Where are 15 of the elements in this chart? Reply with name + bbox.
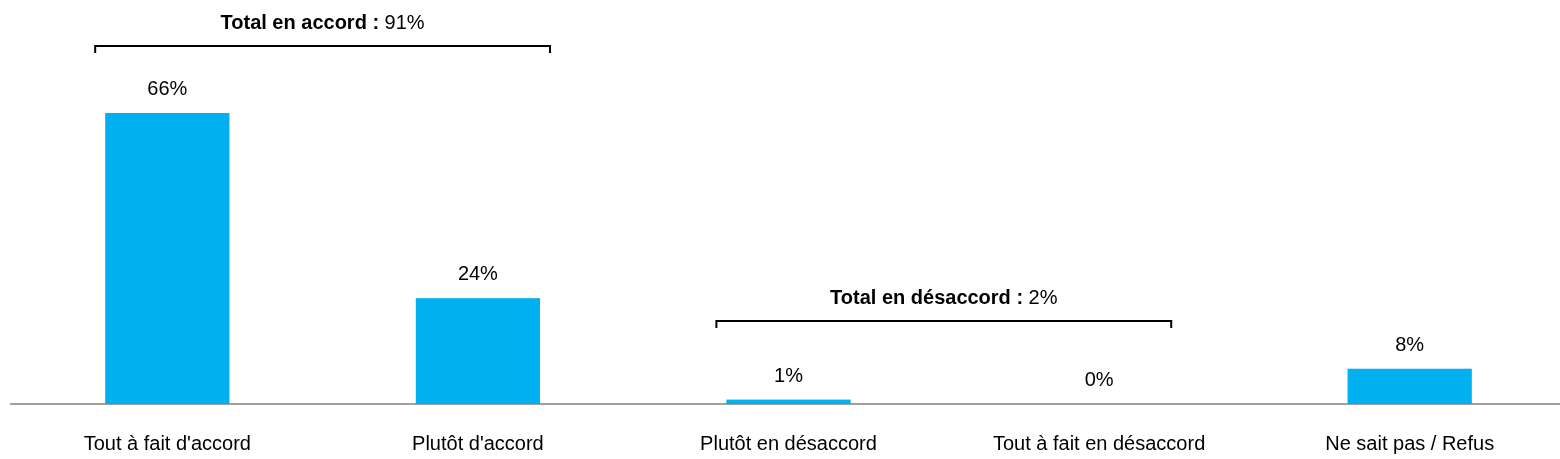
text: Total en accord : 91% xyxy=(220,11,425,33)
x-tick-label: Ne sait pas / Refus xyxy=(1325,432,1495,454)
data-label: 0% xyxy=(1084,368,1114,390)
data-label: 8% xyxy=(1395,332,1425,355)
annotation: Total en désaccord : 2% xyxy=(830,286,1058,308)
x-tick-label: Plutôt d'accord xyxy=(412,432,544,454)
bar xyxy=(105,113,230,404)
bar xyxy=(415,298,541,404)
x-tick-label: Tout à fait d'accord xyxy=(83,432,251,454)
bar xyxy=(1347,368,1472,404)
data-label: 66% xyxy=(147,77,188,99)
data-label: 1% xyxy=(774,363,804,386)
x-tick-label: Plutôt en désaccord xyxy=(700,432,877,454)
x-tick-label: Tout à fait en désaccord xyxy=(992,432,1206,454)
data-label: 24% xyxy=(457,262,499,285)
